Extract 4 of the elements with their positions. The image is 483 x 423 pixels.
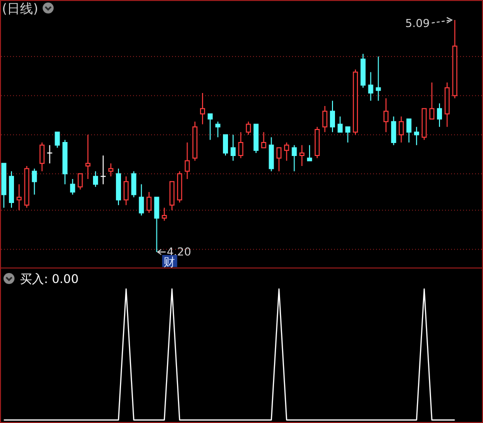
annotation: 5.09 xyxy=(405,17,430,30)
chart-title: (日线) xyxy=(2,2,38,17)
text: 买入: 0.00 xyxy=(20,272,79,286)
note-badge: 财 xyxy=(162,255,178,269)
